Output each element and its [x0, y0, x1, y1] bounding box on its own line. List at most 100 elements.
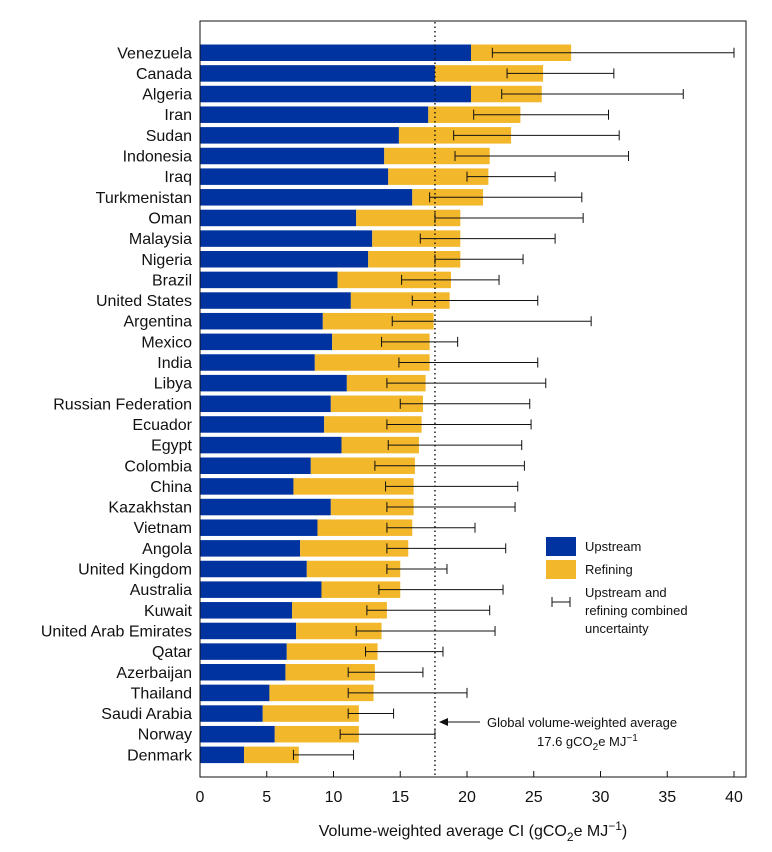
bar-upstream-india — [200, 354, 315, 371]
error-bar-colombia — [374, 460, 525, 471]
bar-upstream-algeria — [200, 85, 472, 103]
country-label-kazakhstan: Kazakhstan — [108, 500, 192, 517]
legend-label-upstream: Upstream — [585, 539, 641, 554]
error-bar-thailand — [347, 687, 468, 698]
bar-refining-kazakhstan — [330, 498, 414, 516]
error-bar-china — [385, 481, 519, 492]
bar-refining-iraq — [388, 168, 489, 185]
country-label-india: India — [157, 355, 192, 372]
bar-upstream-iran — [200, 106, 429, 123]
bar-upstream-saudi-arabia — [200, 705, 263, 722]
country-label-libya: Libya — [154, 376, 192, 393]
x-tick-label-30: 30 — [592, 789, 610, 806]
bar-refining-malaysia — [372, 230, 461, 247]
bar-refining-indonesia — [384, 147, 490, 165]
country-label-qatar: Qatar — [152, 644, 193, 661]
country-label-united-kingdom: United Kingdom — [78, 562, 192, 579]
bar-refining-denmark — [244, 746, 299, 764]
country-label-united-arab-emirates: United Arab Emirates — [41, 623, 192, 640]
bar-upstream-australia — [200, 581, 322, 598]
country-label-algeria: Algeria — [142, 87, 192, 104]
country-label-argentina: Argentina — [124, 314, 193, 331]
legend-label-refining: Refining — [585, 562, 633, 577]
error-bar-iran — [473, 109, 610, 120]
bar-upstream-libya — [200, 374, 347, 392]
country-label-angola: Angola — [142, 541, 192, 558]
error-bar-sudan — [453, 130, 620, 141]
bar-upstream-kuwait — [200, 602, 293, 619]
bar-upstream-canada — [200, 65, 435, 82]
bar-upstream-united-states — [200, 292, 351, 309]
error-bar-kuwait — [366, 605, 491, 616]
bar-upstream-vietnam — [200, 519, 318, 536]
country-label-united-states: United States — [96, 293, 192, 310]
legend-label-uncertainty-2: refining combined — [585, 603, 688, 618]
error-bar-russian-federation — [399, 398, 531, 409]
bar-refining-saudi-arabia — [262, 705, 359, 722]
bar-upstream-china — [200, 478, 294, 495]
bar-upstream-thailand — [200, 684, 270, 702]
country-label-kuwait: Kuwait — [144, 603, 193, 620]
bar-refining-oman — [356, 209, 461, 227]
bar-refining-kuwait — [292, 602, 387, 619]
bar-upstream-ecuador — [200, 416, 325, 433]
bar-upstream-nigeria — [200, 251, 369, 268]
error-bar-mexico — [381, 336, 459, 347]
x-tick-label-0: 0 — [196, 789, 205, 806]
bar-refining-egypt — [341, 436, 419, 454]
x-tick-label-5: 5 — [262, 789, 271, 806]
x-tick-label-15: 15 — [391, 789, 409, 806]
error-bar-ecuador — [386, 419, 532, 430]
bar-upstream-argentina — [200, 312, 323, 330]
bar-refining-australia — [321, 581, 401, 598]
error-bar-indonesia — [454, 151, 630, 161]
country-label-denmark: Denmark — [127, 747, 193, 764]
error-bar-vietnam — [386, 522, 476, 533]
legend-swatch-upstream — [546, 537, 576, 556]
country-label-iraq: Iraq — [164, 169, 192, 186]
bar-refining-united-arab-emirates — [296, 622, 382, 640]
error-bar-libya — [386, 378, 547, 389]
country-label-nigeria: Nigeria — [141, 252, 192, 269]
bars-group — [200, 44, 572, 764]
annotation-line2: 17.6 gCO2e MJ−1 — [537, 733, 638, 753]
bar-upstream-azerbaijan — [200, 664, 286, 681]
country-label-ecuador: Ecuador — [132, 417, 192, 434]
error-bar-kazakhstan — [386, 502, 516, 513]
bar-upstream-indonesia — [200, 147, 385, 165]
country-label-sudan: Sudan — [146, 128, 192, 145]
error-bar-angola — [386, 543, 507, 554]
bar-refining-united-states — [350, 292, 450, 309]
error-bar-turkmenistan — [429, 192, 583, 203]
error-bar-united-arab-emirates — [355, 625, 496, 636]
error-bars-group — [292, 47, 735, 760]
bar-upstream-egypt — [200, 436, 342, 454]
country-labels-group: Venezuela Canada Algeria Iran Sudan Indonesia… — [41, 45, 193, 764]
error-bar-malaysia — [419, 233, 556, 244]
error-bar-iraq — [466, 171, 556, 182]
error-bar-argentina — [391, 316, 592, 327]
bar-upstream-mexico — [200, 333, 333, 351]
country-label-saudi-arabia: Saudi Arabia — [101, 706, 192, 723]
country-label-turkmenistan: Turkmenistan — [96, 190, 192, 207]
legend-label-uncertainty-1: Upstream and — [585, 585, 667, 600]
x-axis: 0 5 10 15 20 25 30 35 40 — [196, 771, 743, 806]
country-label-mexico: Mexico — [141, 334, 192, 351]
country-label-thailand: Thailand — [131, 685, 192, 702]
bar-refining-vietnam — [317, 519, 413, 536]
bar-upstream-united-kingdom — [200, 560, 307, 578]
legend-swatch-refining — [546, 560, 576, 579]
bar-refining-nigeria — [368, 251, 461, 268]
x-tick-label-20: 20 — [458, 789, 476, 806]
bar-refining-mexico — [332, 333, 430, 351]
country-label-colombia: Colombia — [124, 458, 192, 475]
bar-upstream-russian-federation — [200, 395, 331, 413]
bar-refining-angola — [300, 540, 409, 557]
country-label-malaysia: Malaysia — [129, 231, 192, 248]
error-bar-algeria — [501, 89, 684, 100]
bar-refining-libya — [346, 374, 426, 392]
legend-errorbar-icon — [551, 597, 571, 607]
error-bar-nigeria — [434, 254, 524, 265]
country-label-azerbaijan: Azerbaijan — [116, 665, 192, 682]
error-bar-united-kingdom — [386, 564, 448, 574]
